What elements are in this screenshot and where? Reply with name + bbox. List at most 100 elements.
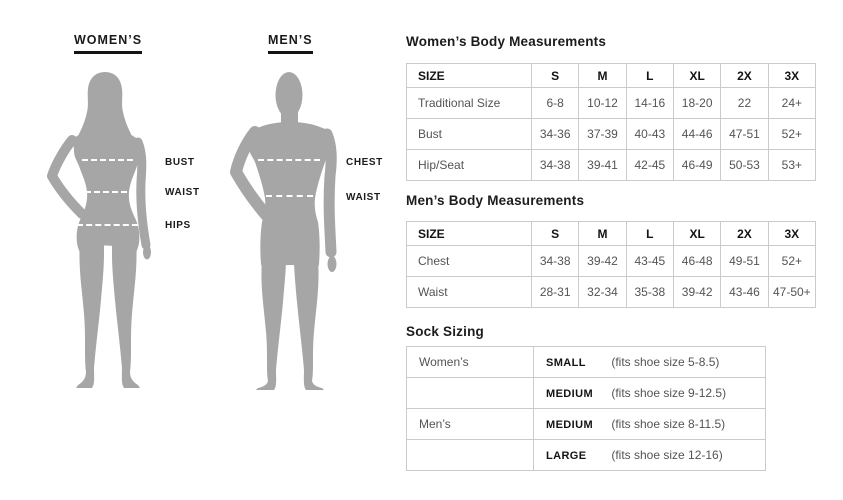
womens-silhouette-image xyxy=(47,72,151,388)
value-cell: 14-16 xyxy=(625,87,674,119)
table-row: LARGE (fits shoe size 12-16) xyxy=(406,439,766,471)
sock-size-label: MEDIUM xyxy=(546,419,594,431)
mens-waist-label: WAIST xyxy=(346,192,381,203)
table-row: Waist 28-31 32-34 35-38 39-42 43-46 47-5… xyxy=(406,276,817,308)
mens-figure-heading: MEN’S xyxy=(268,33,313,54)
value-cell: 32-34 xyxy=(578,276,627,308)
sock-fit-note: (fits shoe size 5-8.5) xyxy=(611,355,720,369)
sock-fit-note: (fits shoe size 12-16) xyxy=(611,448,723,462)
value-cell: 6-8 xyxy=(530,87,580,119)
table-header-row: SIZE S M L XL 2X 3X xyxy=(406,221,817,246)
womens-figure-heading: WOMEN’S xyxy=(74,33,143,54)
column-header: 3X xyxy=(767,221,817,246)
value-cell: 50-53 xyxy=(720,149,769,181)
mens-waist-line xyxy=(266,195,313,197)
table-row: Bust 34-36 37-39 40-43 44-46 47-51 52+ xyxy=(406,118,817,150)
value-cell: 46-49 xyxy=(672,149,722,181)
value-cell: 43-45 xyxy=(625,245,674,277)
value-cell: 47-51 xyxy=(720,118,769,150)
sock-group-cell xyxy=(406,439,534,471)
mens-measurements-title: Men’s Body Measurements xyxy=(406,193,585,208)
value-cell: 52+ xyxy=(767,118,817,150)
sock-sizing-table: Women’s SMALL (fits shoe size 5-8.5) MED… xyxy=(406,346,766,471)
table-row: Traditional Size 6-8 10-12 14-16 18-20 2… xyxy=(406,87,817,119)
column-header: L xyxy=(625,221,674,246)
column-header: M xyxy=(578,221,627,246)
womens-measurements-title: Women’s Body Measurements xyxy=(406,34,607,49)
sock-group-cell xyxy=(406,377,534,409)
column-header: S xyxy=(530,63,580,88)
value-cell: 24+ xyxy=(767,87,817,119)
mens-chest-line xyxy=(258,159,320,161)
sock-group-cell: Men’s xyxy=(406,408,534,440)
value-cell: 49-51 xyxy=(720,245,769,277)
table-header-row: SIZE S M L XL 2X 3X xyxy=(406,63,817,88)
sock-size-label: SMALL xyxy=(546,357,586,369)
value-cell: 39-42 xyxy=(672,276,722,308)
mens-silhouette-image xyxy=(230,72,337,390)
column-header: 2X xyxy=(720,63,769,88)
womens-bust-label: BUST xyxy=(165,157,195,168)
value-cell: 34-36 xyxy=(530,118,580,150)
value-cell: 37-39 xyxy=(578,118,627,150)
column-header: XL xyxy=(672,221,722,246)
sock-value-cell: MEDIUM (fits shoe size 9-12.5) xyxy=(533,377,766,409)
value-cell: 43-46 xyxy=(720,276,769,308)
womens-waist-label: WAIST xyxy=(165,187,200,198)
value-cell: 10-12 xyxy=(578,87,627,119)
value-cell: 46-48 xyxy=(672,245,722,277)
mens-arms-shape xyxy=(230,126,337,258)
column-header: XL xyxy=(672,63,722,88)
value-cell: 35-38 xyxy=(625,276,674,308)
sock-group-cell: Women’s xyxy=(406,346,534,378)
column-header: L xyxy=(625,63,674,88)
womens-measurements-table: SIZE S M L XL 2X 3X Traditional Size 6-8… xyxy=(406,63,817,181)
row-label-cell: Hip/Seat xyxy=(406,149,532,181)
row-label-cell: Waist xyxy=(406,276,532,308)
table-row: Chest 34-38 39-42 43-45 46-48 49-51 52+ xyxy=(406,245,817,277)
column-header: SIZE xyxy=(406,221,532,246)
womens-hips-label: HIPS xyxy=(165,220,191,231)
value-cell: 47-50+ xyxy=(767,276,817,308)
table-row: Women’s SMALL (fits shoe size 5-8.5) xyxy=(406,346,766,378)
sock-sizing-title: Sock Sizing xyxy=(406,324,484,339)
sock-value-cell: LARGE (fits shoe size 12-16) xyxy=(533,439,766,471)
value-cell: 39-41 xyxy=(578,149,627,181)
sock-size-label: MEDIUM xyxy=(546,388,594,400)
mens-measurements-table: SIZE S M L XL 2X 3X Chest 34-38 39-42 43… xyxy=(406,221,817,308)
value-cell: 39-42 xyxy=(578,245,627,277)
mens-chest-label: CHEST xyxy=(346,157,383,168)
row-label-cell: Traditional Size xyxy=(406,87,532,119)
value-cell: 52+ xyxy=(767,245,817,277)
column-header: S xyxy=(530,221,580,246)
table-row: Men’s MEDIUM (fits shoe size 8-11.5) xyxy=(406,408,766,440)
column-header: M xyxy=(578,63,627,88)
value-cell: 18-20 xyxy=(672,87,722,119)
row-label-cell: Chest xyxy=(406,245,532,277)
value-cell: 34-38 xyxy=(530,245,580,277)
value-cell: 34-38 xyxy=(530,149,580,181)
womens-arms-shape xyxy=(47,135,151,250)
sock-value-cell: SMALL (fits shoe size 5-8.5) xyxy=(533,346,766,378)
value-cell: 28-31 xyxy=(530,276,580,308)
table-row: Hip/Seat 34-38 39-41 42-45 46-49 50-53 5… xyxy=(406,149,817,181)
womens-bust-line xyxy=(82,159,133,161)
sock-value-cell: MEDIUM (fits shoe size 8-11.5) xyxy=(533,408,766,440)
value-cell: 22 xyxy=(720,87,769,119)
womens-hips-line xyxy=(77,224,138,226)
table-row: MEDIUM (fits shoe size 9-12.5) xyxy=(406,377,766,409)
column-header: SIZE xyxy=(406,63,532,88)
column-header: 3X xyxy=(767,63,817,88)
mens-body-shape xyxy=(247,72,337,390)
value-cell: 42-45 xyxy=(625,149,674,181)
value-cell: 44-46 xyxy=(672,118,722,150)
row-label-cell: Bust xyxy=(406,118,532,150)
value-cell: 40-43 xyxy=(625,118,674,150)
sock-size-label: LARGE xyxy=(546,450,587,462)
sock-fit-note: (fits shoe size 9-12.5) xyxy=(611,386,727,400)
value-cell: 53+ xyxy=(767,149,817,181)
womens-waist-line xyxy=(85,191,127,193)
column-header: 2X xyxy=(720,221,769,246)
sock-fit-note: (fits shoe size 8-11.5) xyxy=(611,417,726,431)
